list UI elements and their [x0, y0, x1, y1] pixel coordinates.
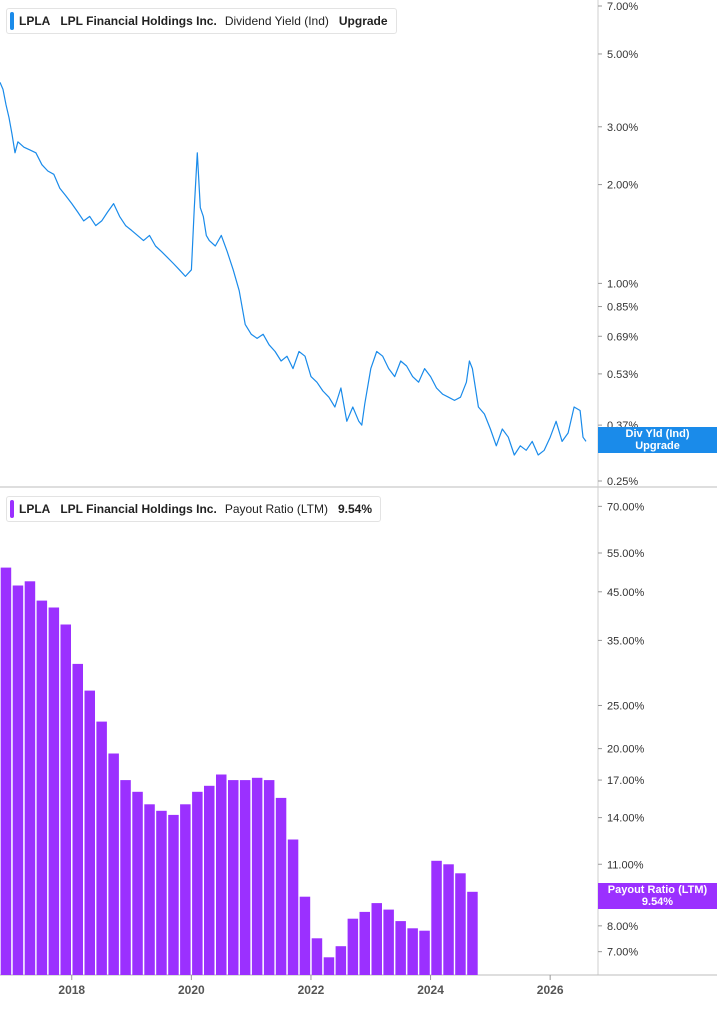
payout-ratio-bar: [419, 930, 430, 975]
legend-company: LPL Financial Holdings Inc.: [60, 14, 217, 28]
payout-ratio-tag[interactable]: Payout Ratio (LTM) 9.54%: [598, 883, 717, 909]
payout-ratio-bar: [431, 860, 442, 975]
y-tick-label: 2.00%: [607, 180, 638, 192]
payout-ratio-legend[interactable]: LPLA LPL Financial Holdings Inc. Payout …: [6, 496, 381, 522]
y-tick-label: 0.53%: [607, 369, 638, 381]
payout-ratio-bar: [287, 839, 299, 975]
payout-ratio-bar: [180, 804, 191, 975]
dividend-yield-legend[interactable]: LPLA LPL Financial Holdings Inc. Dividen…: [6, 8, 397, 34]
payout-ratio-bar: [36, 600, 48, 975]
payout-ratio-bar: [12, 585, 24, 975]
legend-ticker: LPLA: [19, 502, 51, 516]
x-tick-label: 2024: [417, 983, 444, 997]
payout-ratio-bar: [156, 810, 167, 975]
dividend-yield-line: [0, 82, 587, 456]
x-tick-label: 2022: [298, 983, 325, 997]
tag-label: Div Yld (Ind): [625, 428, 690, 440]
payout-ratio-bar: [443, 864, 454, 975]
y-tick-label: 3.00%: [607, 122, 638, 134]
x-tick-label: 2018: [58, 983, 85, 997]
y-tick-label: 11.00%: [607, 859, 644, 871]
upgrade-link[interactable]: Upgrade: [338, 14, 388, 28]
payout-ratio-bar: [323, 957, 335, 975]
payout-ratio-bar: [204, 785, 215, 975]
payout-ratio-bar: [251, 777, 263, 975]
payout-ratio-bar: [168, 814, 179, 975]
payout-ratio-bar: [228, 780, 239, 975]
payout-ratio-bar: [84, 690, 95, 975]
legend-company: LPL Financial Holdings Inc.: [60, 502, 217, 516]
payout-ratio-bar: [347, 918, 359, 975]
payout-ratio-bar: [239, 780, 251, 975]
payout-ratio-bar: [24, 581, 36, 975]
y-tick-label: 5.00%: [607, 49, 638, 61]
payout-ratio-bar: [263, 780, 275, 975]
y-tick-label: 55.00%: [607, 548, 645, 560]
y-tick-label: 25.00%: [607, 700, 645, 712]
payout-ratio-bar: [132, 791, 143, 975]
payout-ratio-bar: [192, 791, 203, 975]
payout-ratio-bar: [371, 903, 382, 975]
payout-ratio-bar: [335, 946, 347, 975]
x-tick-label: 2026: [537, 983, 564, 997]
y-tick-label: 45.00%: [607, 587, 645, 599]
payout-ratio-bar: [120, 780, 131, 975]
legend-ticker: LPLA: [19, 14, 51, 28]
payout-ratio-bar: [407, 928, 418, 975]
y-tick-label: 70.00%: [607, 501, 645, 513]
y-tick-label: 1.00%: [607, 278, 638, 290]
y-tick-label: 7.00%: [607, 1, 638, 13]
payout-ratio-bar: [275, 797, 287, 975]
y-tick-label: 35.00%: [607, 635, 645, 647]
legend-metric: Dividend Yield (Ind): [224, 14, 329, 28]
payout-ratio-bar: [299, 896, 311, 975]
payout-ratio-swatch: [10, 500, 14, 518]
tag-value: Upgrade: [635, 440, 680, 452]
legend-metric: Payout Ratio (LTM): [224, 502, 328, 516]
dividend-yield-tag[interactable]: Div Yld (Ind) Upgrade: [598, 427, 717, 453]
payout-ratio-bar: [216, 774, 227, 975]
y-tick-label: 0.69%: [607, 331, 638, 343]
payout-ratio-bar: [108, 753, 119, 975]
dividend-yield-swatch: [10, 12, 14, 30]
payout-ratio-bar: [359, 911, 370, 975]
payout-ratio-bar: [72, 663, 83, 975]
payout-ratio-bar: [60, 624, 71, 975]
y-tick-label: 0.85%: [607, 302, 638, 314]
tag-label: Payout Ratio (LTM): [607, 884, 708, 896]
y-tick-label: 8.00%: [607, 921, 638, 933]
x-tick-label: 2020: [178, 983, 205, 997]
y-tick-label: 14.00%: [607, 813, 645, 825]
y-tick-label: 0.25%: [607, 476, 638, 488]
payout-ratio-bar: [0, 567, 12, 975]
payout-ratio-bar: [455, 873, 466, 975]
legend-value: 9.54%: [337, 502, 372, 516]
payout-ratio-bar: [383, 909, 394, 975]
payout-ratio-bar: [311, 938, 323, 975]
payout-ratio-bar: [48, 607, 60, 975]
tag-value: 9.54%: [641, 896, 674, 908]
payout-ratio-bar: [467, 891, 478, 975]
y-tick-label: 17.00%: [607, 775, 645, 787]
payout-ratio-bar: [96, 721, 107, 975]
y-tick-label: 7.00%: [607, 947, 638, 959]
payout-ratio-bar: [144, 804, 155, 975]
y-tick-label: 20.00%: [607, 744, 645, 756]
payout-ratio-bar: [395, 921, 406, 975]
